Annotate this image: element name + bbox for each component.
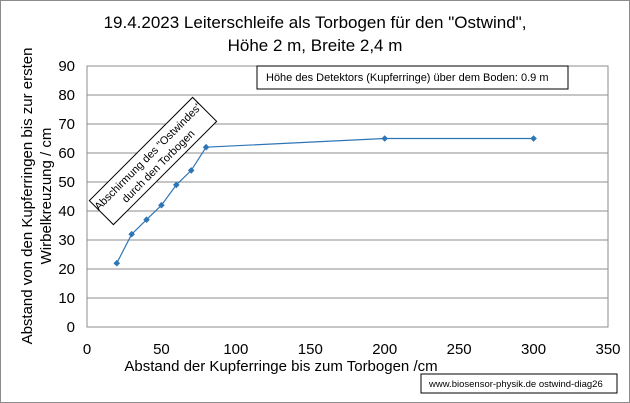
data-point bbox=[173, 181, 180, 189]
x-tick-label: 200 bbox=[372, 341, 397, 358]
y-axis-label-line-2: Wirbelkreuzung / cm bbox=[38, 128, 55, 265]
source-box bbox=[420, 373, 618, 394]
y-tick-label: 80 bbox=[58, 87, 75, 104]
data-point bbox=[187, 167, 195, 174]
x-tick-label: 100 bbox=[223, 341, 248, 358]
data-point bbox=[143, 216, 150, 223]
x-tick-label: 300 bbox=[521, 341, 546, 358]
x-tick-label: 0 bbox=[83, 341, 91, 358]
data-point bbox=[128, 230, 135, 238]
gridlines bbox=[87, 94, 608, 299]
x-tick-label: 150 bbox=[298, 341, 323, 358]
data-point bbox=[381, 135, 389, 142]
source-text: www.biosensor-physik.de ostwind-diag26 bbox=[428, 379, 603, 390]
chart-title-line-2: Höhe 2 m, Breite 2,4 m bbox=[228, 36, 403, 55]
x-axis-label: Abstand der Kupferringe bis zum Torbogen… bbox=[124, 358, 437, 375]
shielding-annotation-box bbox=[88, 96, 218, 226]
data-point bbox=[202, 143, 210, 151]
x-tick-label: 50 bbox=[153, 341, 170, 358]
y-tick-label: 60 bbox=[58, 145, 75, 162]
data-point bbox=[113, 259, 121, 267]
y-tick-labels: 0 10 20 30 40 50 60 70 80 90 bbox=[58, 58, 75, 336]
detector-note: Höhe des Detektors (Kupferringe) über de… bbox=[266, 72, 548, 84]
y-tick-label: 30 bbox=[58, 232, 75, 249]
y-tick-label: 10 bbox=[58, 290, 75, 307]
x-tick-label: 350 bbox=[595, 341, 620, 358]
y-tick-label: 40 bbox=[58, 203, 75, 220]
x-tick-labels: 0 50 100 150 200 250 300 350 bbox=[83, 341, 621, 358]
series-group bbox=[113, 135, 537, 267]
data-point bbox=[530, 135, 537, 142]
y-axis-label-line-1: Abstand von den Kupferringen bis zur ers… bbox=[19, 48, 36, 345]
y-tick-label: 90 bbox=[58, 58, 75, 75]
y-tick-label: 50 bbox=[58, 174, 75, 191]
chart-title-line-1: 19.4.2023 Leiterschleife als Torbogen fü… bbox=[104, 13, 527, 32]
x-tick-label: 250 bbox=[447, 341, 472, 358]
data-point bbox=[158, 201, 165, 209]
plot-area bbox=[86, 65, 609, 328]
y-tick-label: 0 bbox=[67, 319, 75, 336]
y-tick-label: 20 bbox=[58, 261, 75, 278]
y-tick-label: 70 bbox=[58, 116, 75, 133]
detector-note-box bbox=[256, 65, 569, 90]
